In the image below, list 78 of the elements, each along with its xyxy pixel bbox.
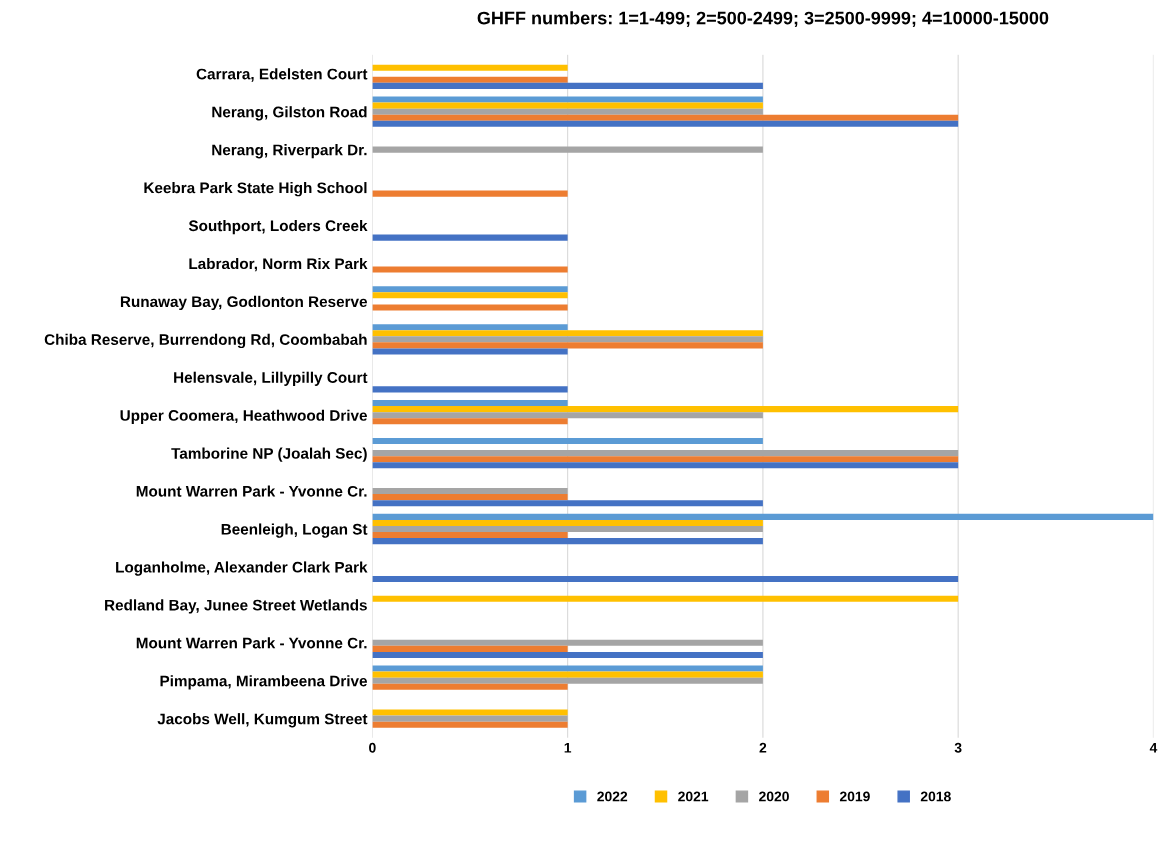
bar [372,677,763,684]
bar [372,330,763,337]
bar [372,525,763,533]
y-tick-label: Carrara, Edelsten Court [196,68,368,82]
legend-label: 2022 [597,791,628,802]
bar [372,304,568,311]
bar [372,406,959,413]
chart-title: GHFF numbers: 1=1-499; 2=500-2499; 3=2500-9999; 4=10000-15000 [477,11,1049,28]
y-tick-label: Beenleigh, Logan St [221,523,368,538]
bar [372,683,568,690]
y-tick-label: Labrador, Norm Rix Park [189,257,368,272]
bar [372,324,568,331]
bar [372,488,568,495]
x-tick-label: 1 [564,743,572,753]
x-tick-label: 2 [759,742,767,753]
bar [372,709,568,716]
y-tick-label: Keebra Park State High School [144,182,367,197]
bar [372,114,959,121]
y-tick-label: Mount Warren Park - Yvonne Cr. [136,485,367,497]
bar [372,494,568,501]
y-tick-label: Jacobs Well, Kumgum Street [157,713,368,728]
y-tick-label: Nerang, Gilston Road [212,106,367,121]
bar [372,418,568,425]
bar [372,64,568,71]
bar [372,715,568,722]
bar [372,462,959,469]
bar [372,96,763,103]
bar [372,576,959,583]
bar [372,721,568,728]
bar [372,108,763,115]
bar [372,342,763,349]
bar [372,286,568,293]
y-tick-label: Southport, Loders Creek [188,219,368,235]
bar [372,292,568,299]
legend-label: 2018 [920,791,951,802]
bar [372,76,568,83]
y-tick-label: Pimpama, Mirambeena Drive [160,675,367,690]
bar [372,386,568,393]
y-tick-label: Upper Coomera, Heathwood Drive [120,409,368,424]
bar [372,266,568,273]
y-tick-label: Helensvale, Lillypilly Court [174,371,368,386]
bar [372,538,763,545]
bar [372,665,763,672]
y-tick-label: Runaway Bay, Godlonton Reserve [120,295,368,311]
bar [372,500,763,507]
bar [372,519,763,526]
bar [372,146,763,153]
bar [372,532,568,539]
bar [372,102,763,109]
bar [372,437,763,445]
bar [372,234,568,241]
bar [372,639,763,646]
bar [372,412,763,419]
bar [372,450,959,457]
bar [372,336,763,343]
legend-label: 2021 [678,791,709,802]
bar [372,120,959,127]
y-tick-label: Redland Bay, Junee Street Wetlands [105,599,367,614]
bar [372,400,568,407]
bar [372,456,959,463]
x-tick-label: 3 [954,742,962,753]
y-tick-label: Mount Warren Park - Yvonne Cr. [136,637,367,649]
y-tick-label: Loganholme, Alexander Clark Park [116,561,368,576]
bar [372,82,763,89]
bar [372,513,1154,520]
y-tick-label: Nerang, Riverpark Dr. [212,144,367,159]
legend-label: 2019 [839,791,870,802]
bar [372,671,763,678]
bar [372,348,568,355]
bar [372,651,763,658]
y-tick-label: Chiba Reserve, Burrendong Rd, Coombabah [44,333,367,349]
bar [372,645,568,652]
bar [372,595,959,602]
bar [372,190,568,197]
legend-label: 2020 [759,791,789,802]
x-tick-label: 0 [369,742,376,753]
y-tick-label: Tamborine NP (Joalah Sec) [171,447,367,462]
x-tick-label: 4 [1149,743,1158,753]
